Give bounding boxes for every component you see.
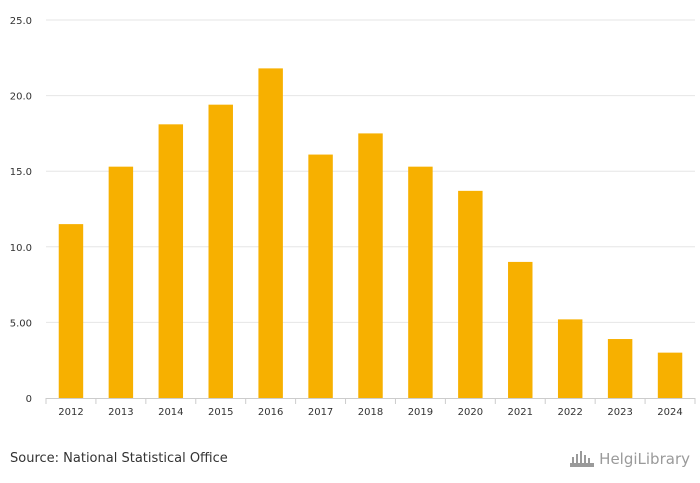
bar-2013[interactable] (108, 166, 134, 398)
y-tick-label: 5.00 (10, 318, 32, 329)
bar-2023[interactable] (607, 339, 633, 398)
x-tick-label: 2020 (458, 407, 483, 418)
bar-2019[interactable] (408, 166, 433, 398)
bar-2022[interactable] (557, 319, 583, 398)
x-tick-label: 2016 (258, 407, 283, 418)
x-tick-label: 2012 (58, 407, 83, 418)
x-tick-label: 2021 (508, 407, 533, 418)
x-tick-label: 2014 (158, 407, 183, 418)
x-tick-label: 2018 (358, 407, 383, 418)
bar-2014[interactable] (158, 124, 184, 398)
x-tick-label: 2017 (308, 407, 333, 418)
y-tick-label: 25.0 (10, 16, 32, 27)
brand-logo[interactable]: HelgiLibrary (569, 449, 690, 469)
bar-2016[interactable] (258, 68, 283, 398)
y-tick-label: 15.0 (10, 167, 32, 178)
bar-2017[interactable] (308, 154, 333, 398)
x-tick-label: 2023 (607, 407, 632, 418)
x-tick-label: 2024 (657, 407, 682, 418)
brand-name: HelgiLibrary (599, 450, 690, 468)
bar-2015[interactable] (208, 104, 233, 398)
x-tick-labels: 2012 2013 2014 2015 2016 2017 2018 2019 2020 2021… (58, 407, 683, 418)
bars-layer (58, 68, 683, 398)
y-tick-label: 0 (26, 394, 32, 405)
helgi-library-icon (570, 451, 595, 467)
x-tick-label: 2019 (408, 407, 433, 418)
source-note: Source: National Statistical Office (10, 451, 228, 466)
bar-2021[interactable] (508, 261, 533, 398)
bar-2024[interactable] (657, 352, 683, 398)
y-tick-labels: 0 5.00 10.0 15.0 20.0 25.0 (10, 16, 32, 405)
x-tick-label: 2013 (108, 407, 133, 418)
bar-2020[interactable] (458, 190, 483, 398)
bar-2012[interactable] (58, 224, 84, 398)
x-tick-label: 2015 (208, 407, 233, 418)
y-tick-label: 10.0 (10, 243, 32, 254)
bar-2018[interactable] (358, 133, 383, 398)
axis-layer (45, 398, 696, 404)
x-tick-label: 2022 (557, 407, 582, 418)
y-tick-label: 20.0 (10, 92, 32, 103)
